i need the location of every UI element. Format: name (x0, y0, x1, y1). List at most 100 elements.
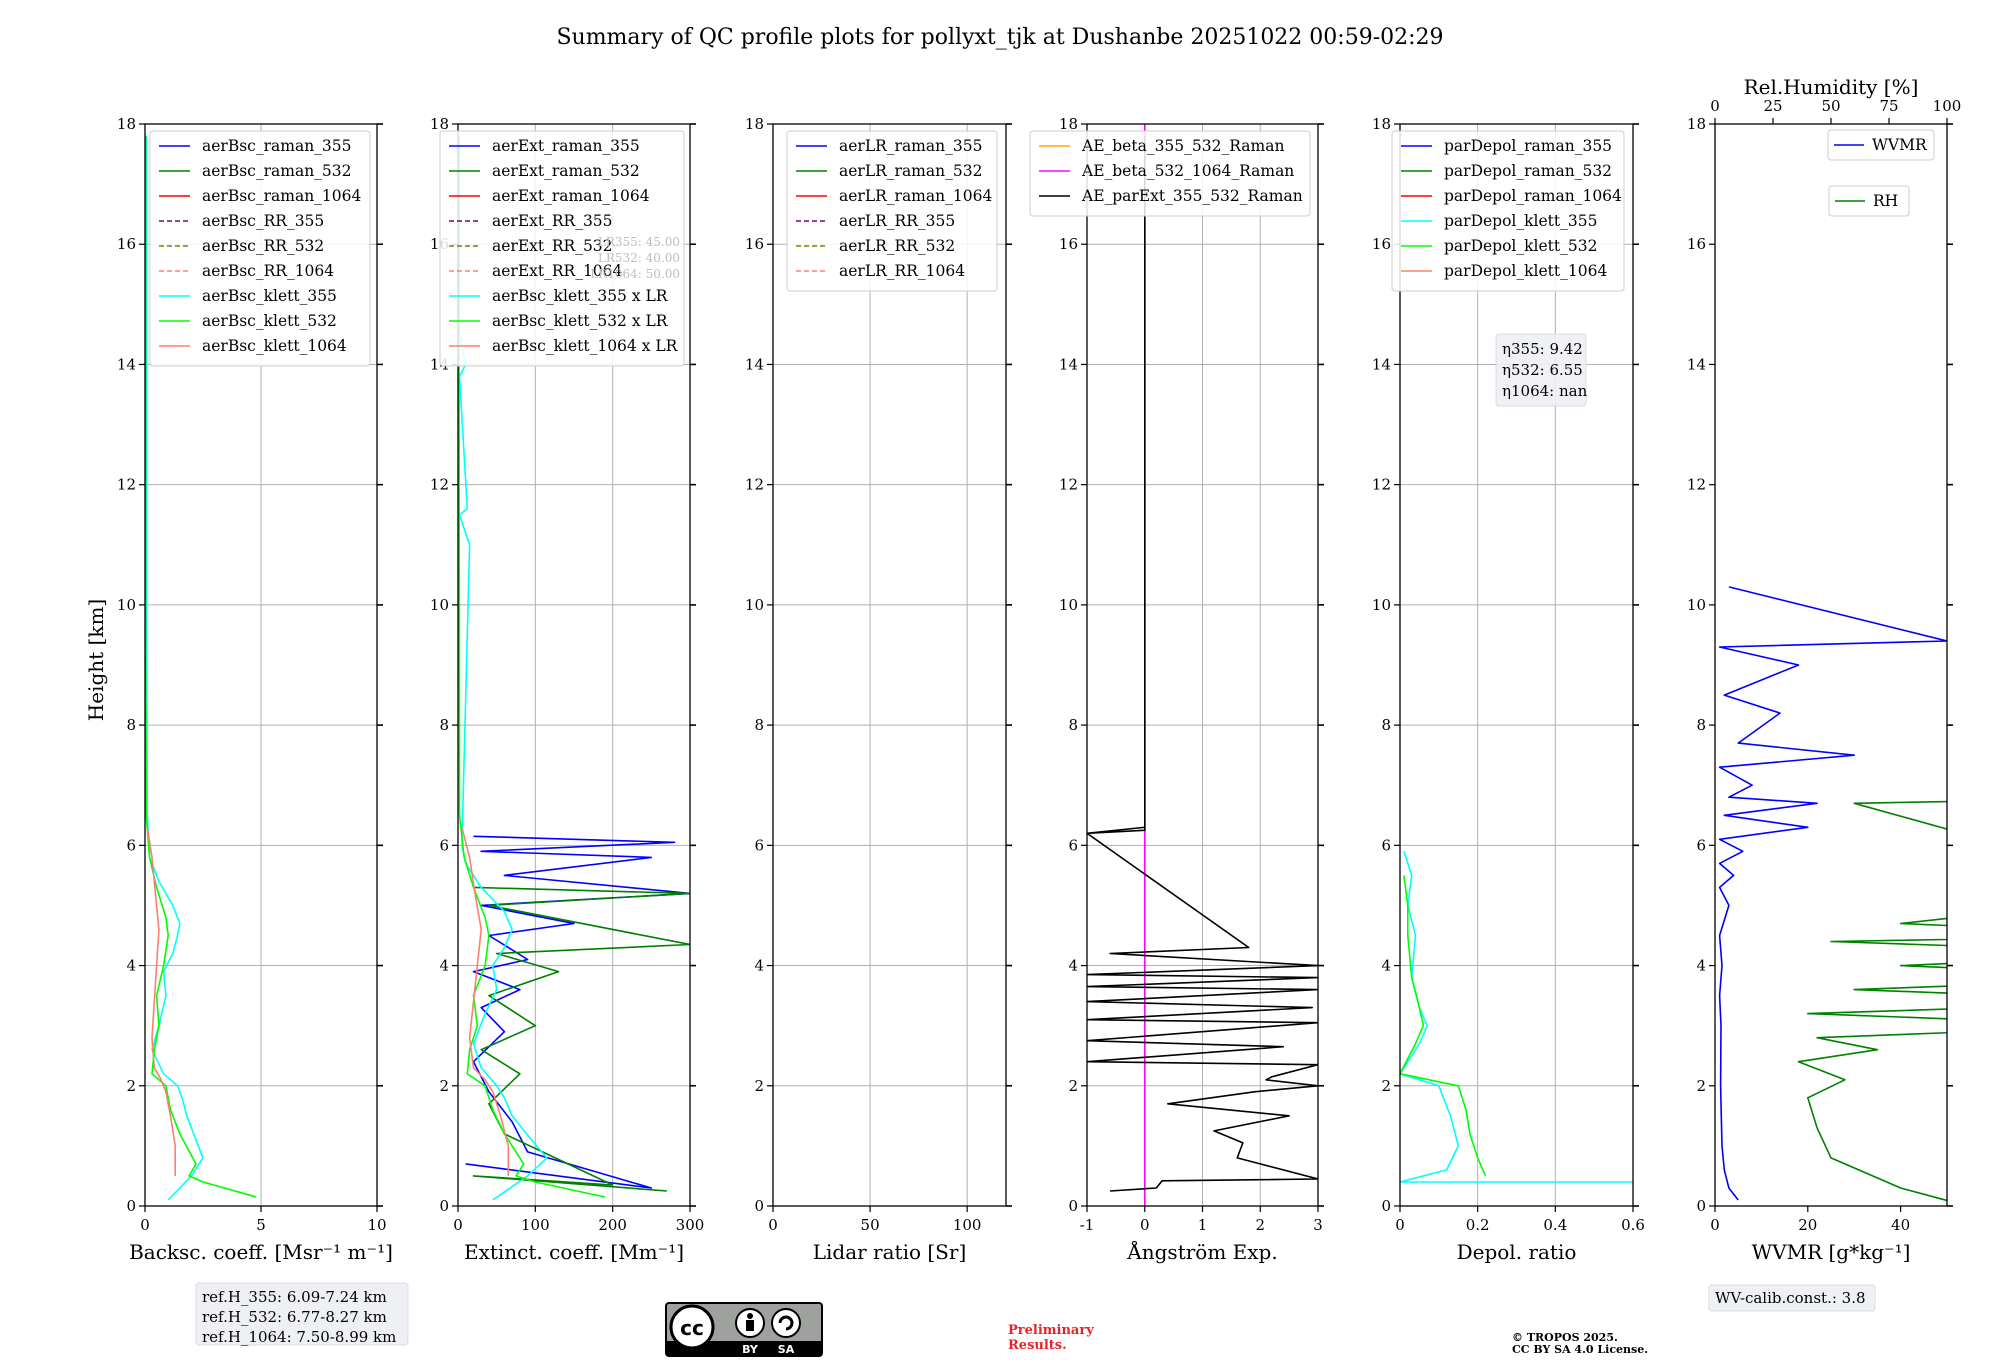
lr-annotation-line: LR532: 40.00 (598, 251, 680, 265)
ref-heights-box: ref.H_355: 6.09-7.24 km ref.H_532: 6.77-… (195, 1282, 409, 1346)
x-tick-label: 0 (140, 1216, 150, 1234)
series-group (145, 136, 257, 1201)
series-line-AE_parExt_355_532_Raman (1087, 136, 1318, 1192)
legend: aerLR_raman_355 aerLR_raman_532 aerLR_rama… (786, 130, 998, 292)
x-tick-label: 0.4 (1543, 1216, 1567, 1234)
cc-license-badge[interactable]: cc BY SA (665, 1302, 823, 1357)
legend-frame (439, 130, 685, 367)
x-axis-label: Ångström Exp. (1126, 1239, 1277, 1264)
x2-axis-label: Rel.Humidity [%] (1744, 75, 1919, 99)
lr-annotation-line: LR355: 45.00 (598, 235, 680, 249)
y-tick-label: 10 (1687, 596, 1706, 614)
legend-entry: aerExt_raman_355 (492, 137, 640, 155)
y-tick-label: 16 (745, 235, 764, 253)
legend-entry: aerBsc_RR_532 (202, 237, 324, 255)
y-tick-label: 10 (117, 596, 136, 614)
preliminary-note-line2: Results. (1008, 1338, 1067, 1353)
legend-entry: AE_parExt_355_532_Raman (1081, 187, 1303, 205)
legend-entry: aerExt_raman_1064 (492, 187, 650, 205)
y-tick-label: 10 (430, 596, 449, 614)
legend-entry: aerExt_raman_532 (492, 162, 640, 180)
series-line-aerBsc_klett_1064 (146, 827, 176, 1176)
lr-annotation-line: LR1064: 50.00 (590, 267, 680, 281)
y-tick-label: 8 (126, 716, 136, 734)
y-tick-label: 2 (439, 1077, 449, 1095)
copyright-line1: © TROPOS 2025. (1512, 1331, 1618, 1344)
y-tick-label: 0 (439, 1197, 449, 1215)
panel-water-vapor: 0 20 40 0 2 4 6 8 10 12 14 16 18 WVMR [g*kg⁻¹] 0 25 50 75… (1687, 75, 1962, 1264)
y-tick-label: 18 (1687, 115, 1706, 133)
x-tick-label: 1 (1198, 1216, 1208, 1234)
legend-entry: aerLR_raman_1064 (839, 187, 992, 205)
y-tick-label: 12 (117, 476, 136, 494)
y-tick-label: 6 (126, 836, 136, 854)
ref-height-355: ref.H_355: 6.09-7.24 km (202, 1288, 387, 1306)
legend-entry: parDepol_raman_355 (1444, 137, 1612, 155)
ref-heights-background (195, 1282, 409, 1346)
y-tick-label: 2 (754, 1077, 764, 1095)
y-tick-label: 4 (754, 957, 764, 975)
series-line-aerBsc_klett_1064 x LR (461, 827, 510, 1176)
preliminary-note-line1: Preliminary (1008, 1323, 1094, 1338)
legend-frame (786, 130, 998, 292)
y-tick-label: 4 (126, 957, 136, 975)
series-group (1718, 586, 1947, 1202)
series-line-aerExt_raman_532 (472, 886, 690, 1192)
y-tick-label: 16 (1687, 235, 1706, 253)
x-tick-label: 0 (1140, 1216, 1150, 1234)
series-line-aerExt_raman_355 (465, 835, 690, 1189)
y-axis-label: Height [km] (84, 599, 108, 721)
x-tick-label: -1 (1080, 1216, 1095, 1234)
x-tick-label: 20 (1798, 1216, 1817, 1234)
legend-entry: aerLR_raman_532 (839, 162, 982, 180)
panel-backscatter: 0 5 10 0 2 4 6 8 10 12 14 16 18 Backsc. coeff. [Msr⁻¹… (117, 115, 393, 1264)
legend-entry: AE_beta_355_532_Raman (1081, 137, 1284, 155)
x2-tick-label: 100 (1933, 97, 1962, 115)
by-label: BY (742, 1343, 759, 1356)
y-tick-label: 6 (1381, 836, 1391, 854)
y-tick-label: 4 (439, 957, 449, 975)
legend-frame (1029, 130, 1311, 217)
legend-entry: aerExt_RR_532 (492, 237, 613, 255)
x-tick-label: 3 (1313, 1216, 1323, 1234)
x-tick-label: 100 (521, 1216, 550, 1234)
sa-sharealike-arrow (778, 1315, 794, 1331)
y-tick-label: 12 (430, 476, 449, 494)
by-attribution-body (746, 1320, 754, 1331)
y-tick-label: 2 (1381, 1077, 1391, 1095)
eta-annotation: η355: 9.42 η532: 6.55 η1064: nan (1495, 333, 1588, 407)
eta-annotation-line: η532: 6.55 (1502, 361, 1583, 379)
y-tick-label: 12 (745, 476, 764, 494)
legend-entry: aerBsc_klett_355 x LR (492, 287, 669, 305)
x-tick-label: 10 (367, 1216, 386, 1234)
legend: AE_beta_355_532_Raman AE_beta_532_1064_Ra… (1029, 130, 1311, 217)
y-tick-label: 12 (1687, 476, 1706, 494)
legend-entry: aerBsc_raman_1064 (202, 187, 362, 205)
legend-entry: parDepol_raman_1064 (1444, 187, 1622, 205)
series-line-parDepol_klett_532 (1400, 875, 1487, 1177)
axes-frame (772, 123, 1007, 1207)
wv-calib-box: WV-calib.const.: 3.8 (1708, 1284, 1876, 1312)
y-tick-label: 18 (117, 115, 136, 133)
sa-sharealike-icon (771, 1308, 801, 1338)
legend-frame (149, 130, 371, 367)
x-axis-label: Depol. ratio (1457, 1240, 1577, 1264)
y-tick-label: 0 (1381, 1197, 1391, 1215)
y-tick-label: 18 (1372, 115, 1391, 133)
cc-logo-icon (669, 1304, 715, 1350)
legend: aerExt_raman_355 aerExt_raman_532 aerExt_r… (439, 130, 685, 367)
legend-entry: aerBsc_klett_532 x LR (492, 312, 669, 330)
y-tick-label: 6 (1696, 836, 1706, 854)
legend-entry: aerBsc_raman_532 (202, 162, 352, 180)
series-group (1087, 124, 1318, 1206)
legend-entry: aerLR_RR_355 (839, 212, 955, 230)
eta-annotation-line: η1064: nan (1502, 382, 1588, 400)
series-group (458, 135, 690, 1201)
legend-frame (1391, 130, 1625, 292)
y-tick-label: 10 (745, 596, 764, 614)
legend-entry: aerExt_RR_355 (492, 212, 613, 230)
legend-entry: aerLR_raman_355 (839, 137, 982, 155)
y-tick-label: 6 (1068, 836, 1078, 854)
